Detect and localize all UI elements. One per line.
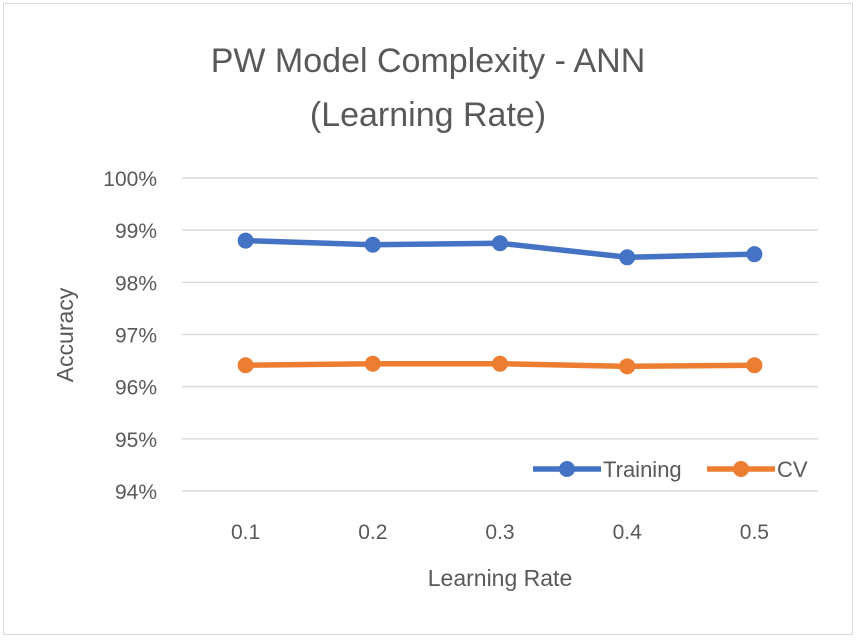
legend-label: Training [603, 457, 682, 482]
x-axis-title: Learning Rate [428, 565, 573, 591]
x-tick-label: 0.4 [613, 521, 643, 544]
y-tick-label: 97% [115, 325, 157, 348]
data-point [237, 357, 254, 374]
y-tick-label: 98% [115, 272, 157, 295]
y-axis-ticks: 94% 95% 96% 97% 98% 99% 100% [103, 168, 157, 504]
y-tick-label: 99% [115, 220, 157, 243]
legend-item-cv: CV [707, 457, 808, 482]
x-tick-label: 0.2 [358, 521, 387, 544]
data-point [492, 235, 508, 252]
x-tick-label: 0.1 [231, 521, 260, 544]
data-point [364, 355, 381, 372]
y-tick-label: 100% [103, 168, 157, 191]
y-tick-label: 96% [115, 377, 157, 400]
legend-item-training: Training [533, 457, 682, 482]
chart-frame [3, 3, 853, 635]
legend-label: CV [777, 457, 808, 482]
data-point [619, 358, 636, 375]
y-tick-label: 95% [115, 429, 157, 452]
gridlines [182, 177, 818, 492]
data-point [364, 236, 381, 253]
series-layer [237, 232, 763, 375]
legend: Training CV [533, 457, 808, 482]
legend-swatch-marker [559, 461, 575, 477]
x-tick-label: 0.3 [485, 521, 514, 544]
y-tick-label: 94% [115, 481, 157, 504]
legend-swatch-marker [733, 461, 749, 477]
chart-title-line-1: PW Model Complexity - ANN [211, 42, 646, 80]
series-cv [237, 355, 763, 375]
data-point [492, 355, 508, 372]
series-training [237, 232, 763, 266]
chart-title-line-2: (Learning Rate) [310, 96, 546, 134]
data-point [746, 357, 763, 374]
x-tick-label: 0.5 [740, 521, 769, 544]
data-point [237, 232, 254, 249]
y-axis-title: Accuracy [52, 287, 78, 382]
x-axis-ticks: 0.1 0.2 0.3 0.4 0.5 [231, 521, 769, 544]
data-point [746, 246, 763, 263]
data-point [619, 249, 636, 266]
